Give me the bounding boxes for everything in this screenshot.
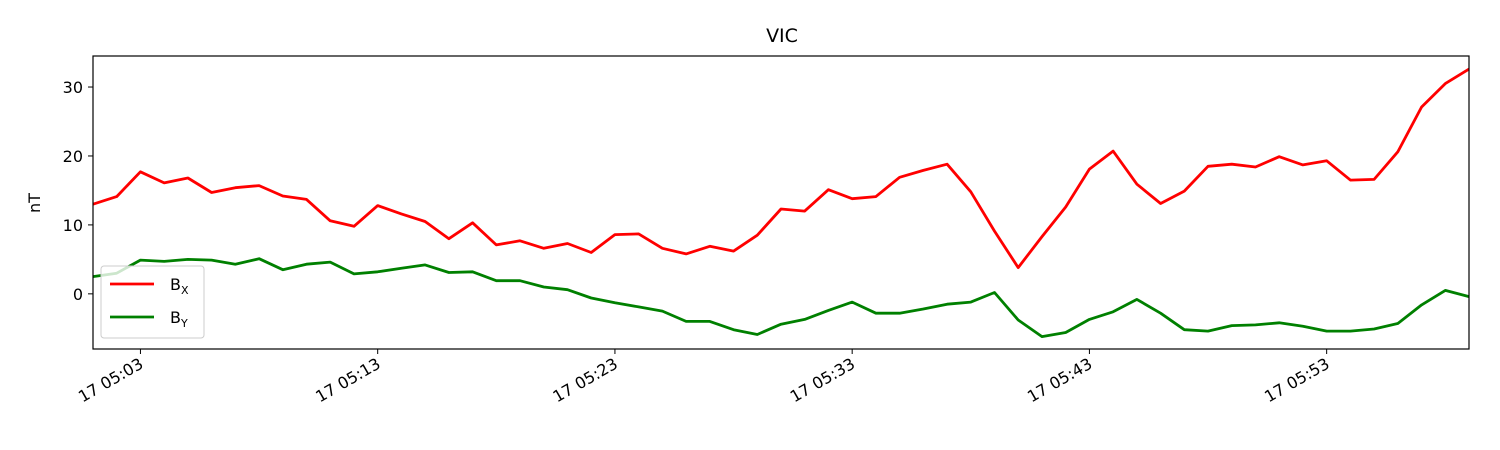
series-line-0 bbox=[92, 67, 1470, 270]
y-tick-label: 0 bbox=[73, 285, 83, 304]
y-tick-label: 20 bbox=[63, 147, 83, 166]
y-tick-label: 30 bbox=[63, 78, 83, 97]
y-tick-label: 10 bbox=[63, 216, 83, 235]
legend-label-1: BY bbox=[170, 308, 188, 330]
series-layer bbox=[92, 67, 1470, 339]
chart-title: VIC bbox=[766, 25, 798, 47]
y-axis-label: nT bbox=[25, 193, 44, 213]
legend-box bbox=[100, 265, 205, 339]
plot-frame bbox=[92, 55, 1470, 350]
series-line-1 bbox=[92, 257, 1470, 339]
legend-label-0: BX bbox=[170, 275, 189, 297]
y-axis: 0 10 20 30 bbox=[63, 78, 93, 304]
legend: BX BY bbox=[100, 265, 205, 339]
